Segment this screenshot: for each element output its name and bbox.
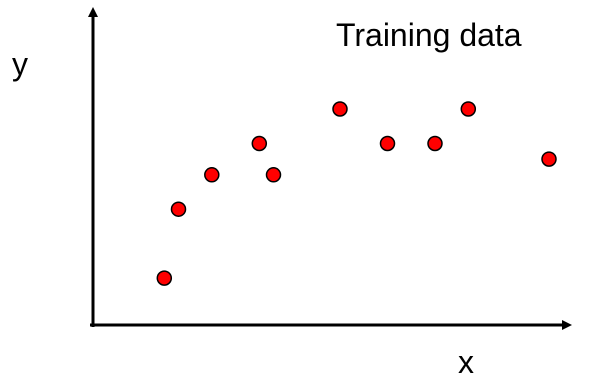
- data-point: [541, 151, 557, 167]
- data-point: [460, 101, 477, 117]
- data-point: [156, 270, 173, 286]
- data-point: [427, 135, 443, 152]
- data-point: [170, 201, 187, 217]
- data-points: [156, 101, 557, 286]
- chart-title: Training data: [336, 17, 522, 53]
- x-axis-label: x: [458, 344, 474, 379]
- data-point: [265, 167, 282, 183]
- data-point: [379, 135, 396, 152]
- y-axis-label: y: [12, 46, 28, 82]
- data-point: [332, 101, 348, 117]
- data-point: [251, 135, 268, 152]
- data-point: [204, 167, 220, 183]
